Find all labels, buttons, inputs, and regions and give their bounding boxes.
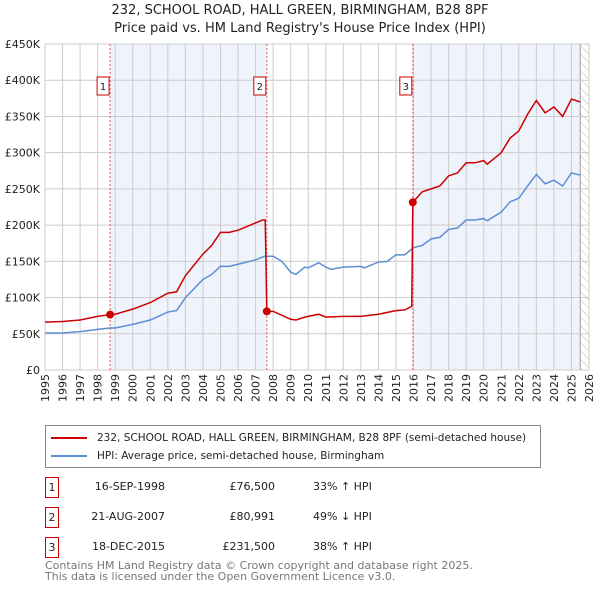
sale-date: 16-SEP-1998 bbox=[94, 480, 165, 493]
sale-price: £76,500 bbox=[229, 480, 276, 493]
footer-line: This data is licensed under the Open Gov… bbox=[45, 570, 396, 583]
y-tick-label: £300K bbox=[5, 147, 41, 160]
sale-row: 2 21-AUG-2007 £80,991 49% ↓ HPI bbox=[45, 507, 445, 528]
shaded-period bbox=[110, 44, 267, 370]
sale-marker-badge: 1 bbox=[45, 477, 59, 498]
x-tick-label: 2004 bbox=[197, 374, 210, 402]
sale-point bbox=[262, 307, 271, 316]
footer-line: Contains HM Land Registry data © Crown c… bbox=[45, 559, 473, 572]
y-tick-label: £200K bbox=[5, 219, 41, 232]
x-tick-label: 1999 bbox=[109, 374, 122, 402]
x-tick-label: 2012 bbox=[337, 374, 350, 402]
sale-row: 3 18-DEC-2015 £231,500 38% ↑ HPI bbox=[45, 537, 445, 558]
x-tick-label: 2015 bbox=[390, 374, 403, 402]
x-tick-label: 2021 bbox=[495, 374, 508, 402]
y-tick-label: £150K bbox=[5, 255, 41, 268]
x-tick-label: 2011 bbox=[320, 374, 333, 402]
x-tick-label: 2024 bbox=[548, 374, 561, 402]
sale-date: 21-AUG-2007 bbox=[91, 510, 165, 523]
sale-marker-badge: 3 bbox=[45, 537, 59, 558]
y-tick-label: £250K bbox=[5, 183, 41, 196]
x-tick-label: 2019 bbox=[460, 374, 473, 402]
x-tick-label: 2022 bbox=[513, 374, 526, 402]
sale-marker-badge: 2 bbox=[45, 507, 59, 528]
sale-row: 1 16-SEP-1998 £76,500 33% ↑ HPI bbox=[45, 477, 445, 498]
y-tick-label: £350K bbox=[5, 110, 41, 123]
x-tick-label: 2005 bbox=[214, 374, 227, 402]
x-tick-label: 2017 bbox=[425, 374, 438, 402]
sale-hpi-diff: 38% ↑ HPI bbox=[313, 540, 372, 553]
x-tick-label: 2014 bbox=[372, 374, 385, 402]
y-tick-label: £400K bbox=[5, 74, 41, 87]
legend-swatch-blue bbox=[51, 454, 87, 457]
sale-point bbox=[106, 310, 115, 319]
y-tick-label: £0 bbox=[26, 364, 40, 377]
x-tick-label: 2009 bbox=[285, 374, 298, 402]
legend-item-property: 232, SCHOOL ROAD, HALL GREEN, BIRMINGHAM… bbox=[51, 429, 526, 446]
sale-label: 2 bbox=[257, 82, 263, 93]
sale-label-box bbox=[96, 76, 110, 96]
x-tick-label: 2000 bbox=[127, 374, 140, 402]
plot-area: 1995 1996 1997 1998 1999 2000 2001 2002 2003 2004… bbox=[5, 38, 596, 402]
x-tick-label: 1995 bbox=[39, 374, 52, 402]
sale-date: 18-DEC-2015 bbox=[91, 540, 165, 553]
x-tick-label: 2020 bbox=[478, 374, 491, 402]
title-line: 232, SCHOOL ROAD, HALL GREEN, BIRMINGHAM… bbox=[111, 3, 489, 18]
series-line bbox=[44, 98, 581, 323]
sale-label-box bbox=[399, 76, 413, 96]
x-tick-label: 2002 bbox=[162, 374, 175, 402]
legend-label: 232, SCHOOL ROAD, HALL GREEN, BIRMINGHAM… bbox=[97, 431, 527, 444]
subtitle-line: Price paid vs. HM Land Registry's House … bbox=[114, 21, 486, 36]
x-tick-label: 2013 bbox=[355, 374, 368, 402]
y-tick-label: £100K bbox=[5, 292, 41, 305]
x-tick-label: 2016 bbox=[408, 374, 421, 402]
sale-hpi-diff: 49% ↓ HPI bbox=[313, 510, 372, 523]
sale-label: 3 bbox=[403, 82, 409, 93]
x-tick-label: 2001 bbox=[144, 374, 157, 402]
x-tick-label: 2007 bbox=[250, 374, 263, 402]
x-tick-label: 2010 bbox=[302, 374, 315, 402]
x-tick-label: 2026 bbox=[583, 374, 596, 402]
sale-price: £231,500 bbox=[222, 540, 276, 553]
x-tick-label: 2008 bbox=[267, 374, 280, 402]
x-tick-label: 1997 bbox=[74, 374, 87, 402]
sale-point bbox=[408, 198, 417, 207]
series-line bbox=[45, 172, 581, 334]
x-tick-label: 1998 bbox=[92, 374, 105, 402]
legend-swatch-red bbox=[51, 436, 87, 439]
legend-item-hpi: HPI: Average price, semi-detached house,… bbox=[51, 447, 384, 464]
legend: 232, SCHOOL ROAD, HALL GREEN, BIRMINGHAM… bbox=[45, 425, 541, 468]
forecast-hatch bbox=[580, 44, 589, 370]
y-tick-label: £450K bbox=[5, 38, 41, 51]
footer: Contains HM Land Registry data © Crown c… bbox=[45, 560, 473, 582]
sale-label-box bbox=[253, 76, 267, 96]
x-tick-label: 2018 bbox=[443, 374, 456, 402]
x-tick-label: 2006 bbox=[232, 374, 245, 402]
sale-label: 1 bbox=[100, 82, 106, 93]
x-tick-label: 2023 bbox=[530, 374, 543, 402]
x-tick-label: 1996 bbox=[57, 374, 70, 402]
x-tick-label: 2003 bbox=[179, 374, 192, 402]
sale-hpi-diff: 33% ↑ HPI bbox=[313, 480, 372, 493]
y-tick-label: £50K bbox=[12, 328, 41, 341]
shaded-period bbox=[412, 44, 581, 370]
sale-price: £80,991 bbox=[229, 510, 276, 523]
legend-label: HPI: Average price, semi-detached house,… bbox=[97, 449, 385, 462]
x-tick-label: 2025 bbox=[565, 374, 578, 402]
chart-title: 232, SCHOOL ROAD, HALL GREEN, BIRMINGHAM… bbox=[0, 2, 600, 38]
